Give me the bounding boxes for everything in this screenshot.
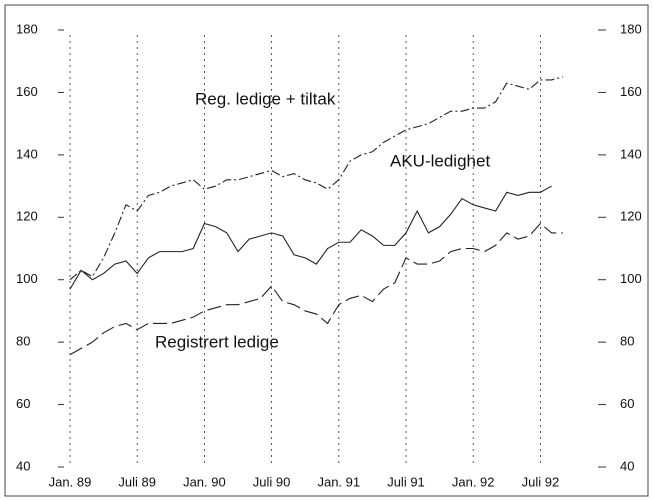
x-tick-label: Juli 92 bbox=[522, 474, 560, 489]
y-tick-label: 180 bbox=[16, 21, 38, 36]
x-tick-label: Juli 91 bbox=[387, 474, 425, 489]
y2-tick-label: 140 bbox=[620, 146, 642, 161]
y-tick-label: 80 bbox=[16, 334, 30, 349]
annotation: Registrert ledige bbox=[155, 332, 279, 351]
y-tick-label: 120 bbox=[16, 209, 38, 224]
y-tick-label: 140 bbox=[16, 146, 38, 161]
y-tick-label: 40 bbox=[16, 458, 30, 473]
y2-tick-label: 120 bbox=[620, 209, 642, 224]
annotation: Reg. ledige + tiltak bbox=[195, 89, 336, 108]
x-tick-label: Juli 89 bbox=[118, 474, 156, 489]
y2-tick-label: 100 bbox=[620, 271, 642, 286]
line bbox=[69, 222, 563, 356]
x-tick-label: Juli 90 bbox=[253, 474, 291, 489]
annotation: AKU-ledighet bbox=[390, 151, 490, 170]
y2-tick-label: 160 bbox=[620, 84, 642, 99]
x-tick-label: Jan. 90 bbox=[183, 474, 226, 489]
x-tick-label: Jan. 92 bbox=[452, 474, 495, 489]
x-tick-label: Jan. 91 bbox=[317, 474, 360, 489]
y-tick-label: 60 bbox=[16, 396, 30, 411]
line bbox=[69, 76, 563, 281]
y-tick-label: 160 bbox=[16, 84, 38, 99]
line bbox=[69, 185, 552, 290]
y2-tick-label: 40 bbox=[620, 458, 634, 473]
frame bbox=[4, 4, 649, 497]
y2-tick-label: 80 bbox=[620, 334, 634, 349]
y-tick-label: 100 bbox=[16, 271, 38, 286]
y2-tick-label: 180 bbox=[620, 21, 642, 36]
y2-tick-label: 60 bbox=[620, 396, 634, 411]
x-tick-label: Jan. 89 bbox=[49, 474, 92, 489]
